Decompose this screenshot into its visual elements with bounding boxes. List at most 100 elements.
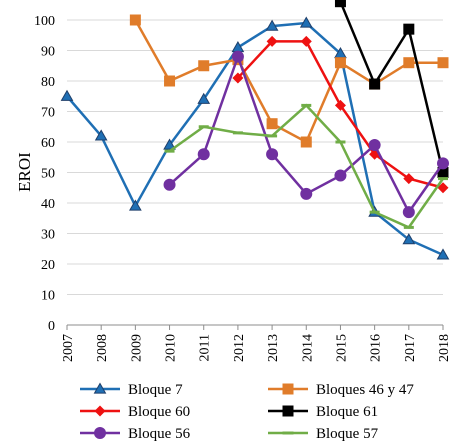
data-point-marker [368,139,381,152]
legend-label: Bloque 60 [128,404,190,420]
series-bloque-57 [164,103,448,229]
data-point-marker [334,169,347,182]
series-line [339,1,445,173]
series-line [134,19,443,144]
legend-item: Bloque 61 [268,404,378,420]
data-point-marker [300,136,312,148]
data-point-marker [282,405,294,417]
legend-item: Bloque 60 [80,404,190,420]
data-point-marker [197,148,210,161]
y-axis-title: EROI [15,152,34,192]
data-point-marker [265,19,279,31]
legend-label: Bloque 7 [128,382,183,398]
data-point-marker [335,140,346,144]
data-point-marker [232,131,243,135]
data-point-marker [369,210,380,214]
data-point-marker [437,167,449,178]
data-point-marker [436,248,450,260]
data-point-marker [266,35,278,47]
x-tick-label: 2012 [232,334,247,362]
legend-label: Bloque 61 [316,404,378,420]
data-point-marker [403,225,414,229]
gridlines [67,19,443,295]
series-bloque-61 [334,0,449,178]
data-point-marker [438,177,448,181]
data-point-marker [403,57,415,69]
data-point-marker [164,149,175,153]
y-tick-label: 40 [41,197,55,212]
data-point-marker [231,40,245,53]
tick-labels: 0 10 20 30 40 50 60 70 80 90 100 2007 2008 2009 2010 20… [34,14,452,362]
data-point-marker [129,14,141,26]
data-point-marker [267,134,278,138]
legend-label: Bloque 57 [316,426,379,442]
data-point-marker [402,206,415,219]
x-tick-label: 2014 [300,334,315,362]
x-tick-label: 2013 [266,334,281,362]
data-point-marker [369,78,381,90]
x-tick-label: 2017 [403,334,418,362]
data-point-marker [266,118,278,130]
data-point-marker [163,178,176,191]
data-point-marker [334,99,346,111]
y-tick-label: 30 [41,228,55,243]
x-tick-label: 2010 [164,334,179,362]
data-point-marker [282,383,294,395]
series-layer [60,0,450,260]
y-tick-label: 100 [34,14,55,29]
y-tick-label: 80 [41,75,55,90]
data-point-marker [403,23,415,35]
data-point-marker [198,125,209,129]
x-tick-label: 2008 [95,334,110,362]
data-point-marker [232,72,244,84]
data-point-marker [93,382,107,394]
data-point-marker [231,50,244,63]
data-point-marker [402,233,416,245]
data-point-marker [94,129,108,141]
x-tick-label: 2015 [334,334,349,362]
axes [66,324,444,330]
x-tick-label: 2016 [369,334,384,362]
y-tick-label: 50 [41,167,55,182]
x-tick-label: 2009 [129,334,144,362]
legend-label: Bloque 56 [128,426,191,442]
data-point-marker [300,35,312,47]
legend-label: Bloques 46 y 47 [316,382,414,398]
data-point-marker [282,431,294,435]
data-point-marker [266,148,279,161]
x-tick-label: 2011 [198,334,213,361]
legend-item: Bloque 56 [80,426,191,442]
data-point-marker [60,89,74,101]
y-tick-label: 10 [41,289,55,304]
y-tick-label: 90 [41,45,55,60]
legend: Bloque 7 Bloques 46 y 47 Bloque 60 Bloque 6… [80,382,414,442]
data-point-marker [198,60,210,72]
data-point-marker [129,199,142,211]
data-point-marker [334,57,346,69]
legend-item: Bloque 57 [268,426,379,442]
data-point-marker [94,405,106,417]
data-point-marker [164,75,176,87]
data-point-marker [94,427,106,439]
data-point-marker [300,187,313,200]
data-point-marker [299,16,313,28]
data-point-marker [334,0,346,8]
data-point-marker [163,138,176,150]
data-point-marker [197,92,211,104]
y-tick-label: 70 [41,106,55,121]
y-tick-label: 60 [41,136,55,151]
series-bloque-60 [232,35,449,194]
series-bloque-56 [163,50,449,219]
legend-item: Bloques 46 y 47 [268,382,414,398]
y-tick-label: 20 [41,258,55,273]
data-point-marker [403,173,415,185]
x-tick-label: 2007 [61,334,76,362]
data-point-marker [301,103,312,107]
series-bloque-7 [60,16,450,260]
legend-item: Bloque 7 [80,382,183,398]
data-point-marker [437,157,449,170]
x-tick-label: 2018 [437,334,452,362]
series-line [168,103,445,229]
y-tick-label: 0 [48,319,55,334]
